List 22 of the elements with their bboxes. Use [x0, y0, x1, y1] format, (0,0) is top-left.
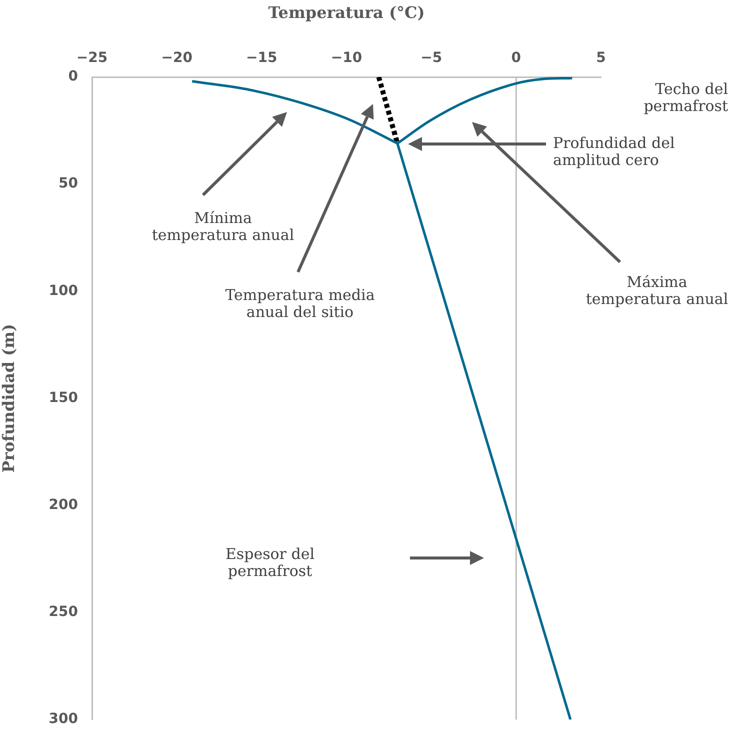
annotation: Mínima temperatura anual	[150, 209, 296, 244]
text: Techo del permafrost	[642, 80, 728, 115]
x-tick-label: −10	[330, 50, 362, 66]
y-axis-title: Profundidad (m)	[0, 324, 18, 473]
y-tick-label: 50	[58, 176, 78, 192]
x-tick-label: 5	[596, 50, 606, 66]
annotation: Espesor del permafrost	[224, 545, 316, 580]
x-tick-label: 0	[511, 50, 522, 66]
x-tick-label: −5	[420, 50, 442, 66]
x-tick-label: −15	[246, 50, 278, 66]
annotation: Profundidad del amplitud cero	[553, 134, 675, 169]
y-tick-label: 100	[48, 282, 78, 299]
annotation: Máxima temperatura anual	[584, 273, 729, 308]
y-tick-label: 200	[48, 497, 78, 514]
x-tick-label: −20	[161, 50, 193, 66]
annotation: Temperatura media anual del sitio	[224, 286, 376, 321]
y-tick-label: 300	[48, 711, 78, 728]
y-tick-label: 250	[48, 604, 78, 620]
x-tick-label: −25	[76, 50, 108, 66]
y-tick-label: 0	[68, 68, 78, 85]
y-tick-label: 150	[48, 390, 78, 406]
x-axis-title: Temperatura (°C)	[268, 2, 425, 22]
